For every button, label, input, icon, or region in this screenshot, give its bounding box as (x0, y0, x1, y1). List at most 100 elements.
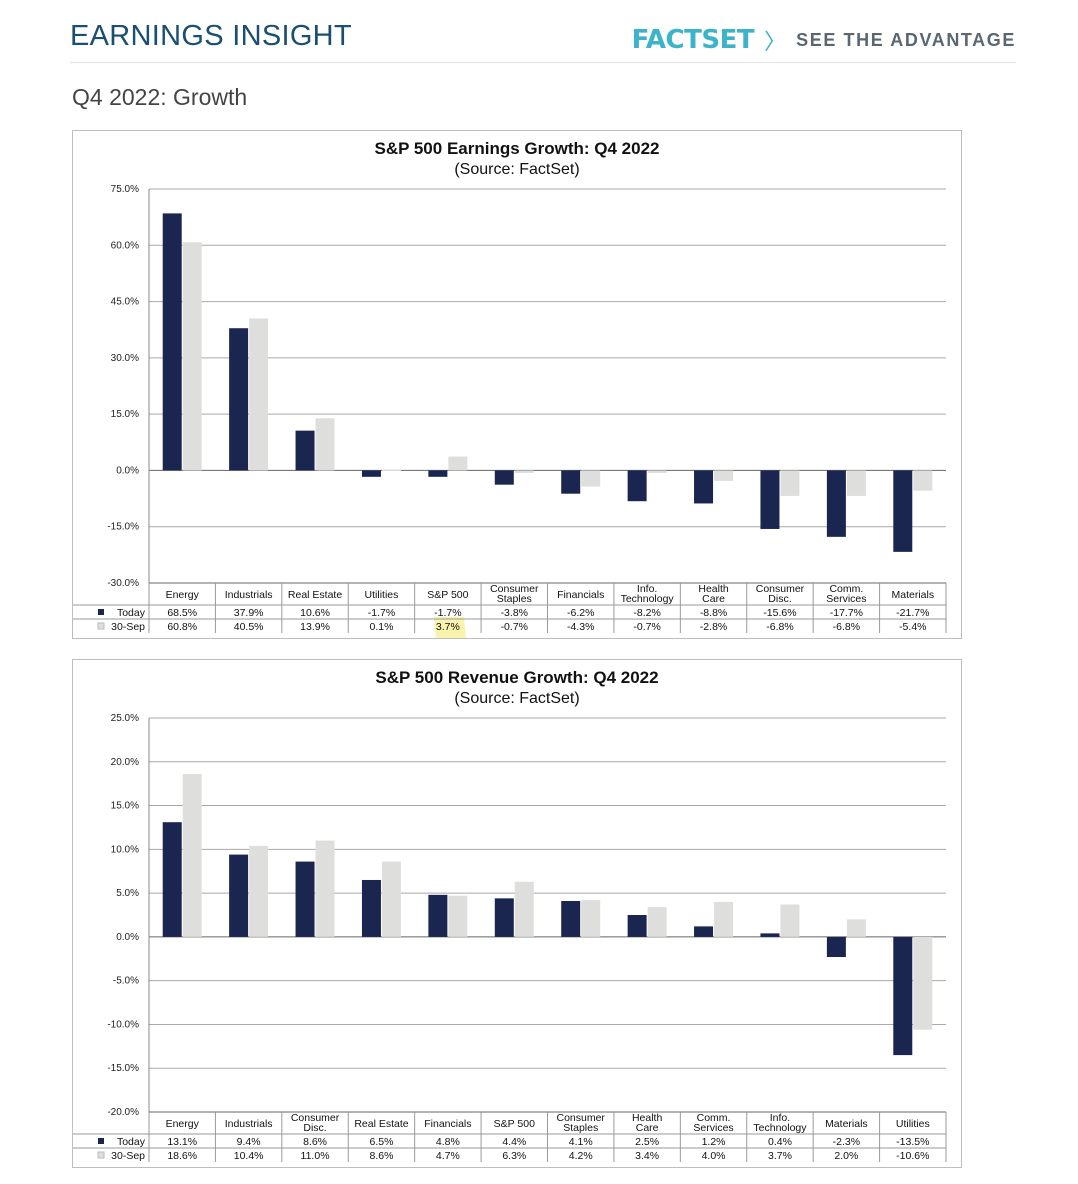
factset-logo: FACTSET (631, 25, 755, 55)
earnings-bar-sep30-utilities (381, 470, 401, 472)
revenue-bar-sep30-consumer-staples (581, 900, 601, 937)
revenue-bar-today-financials (428, 894, 448, 937)
revenue-data-label: 3.7% (768, 1150, 792, 1162)
revenue-growth-chart: S&P 500 Revenue Growth: Q4 2022 (Source: … (72, 659, 962, 1168)
revenue-bar-sep30-s-p-500 (514, 881, 534, 937)
revenue-data-label: 11.0% (301, 1150, 330, 1162)
revenue-bar-sep30-financials (448, 895, 468, 937)
earnings-category-label: Consumer (490, 583, 539, 595)
chevron-right-icon: 〉 (764, 29, 787, 54)
earnings-chart-title: S&P 500 Earnings Growth: Q4 2022 (374, 139, 659, 158)
earnings-bar-sep30-real-estate (315, 418, 335, 471)
revenue-series-label: Today (117, 1136, 146, 1148)
revenue-data-label: -10.6% (896, 1150, 929, 1162)
revenue-category-label: Health (632, 1112, 663, 1124)
earnings-legend-swatch-today (98, 609, 104, 615)
revenue-bar-sep30-health-care (647, 907, 667, 937)
earnings-bar-today-comm-services (826, 470, 846, 537)
earnings-category-label: Industrials (225, 589, 273, 601)
revenue-data-label: 0.4% (768, 1136, 792, 1148)
revenue-chart-title: S&P 500 Revenue Growth: Q4 2022 (375, 668, 658, 687)
factset-brand[interactable]: FACTSET 〉 SEE THE ADVANTAGE (632, 24, 1016, 56)
earnings-y-tick-label: 45.0% (111, 297, 139, 308)
earnings-category-label: Care (702, 593, 725, 605)
earnings-category-label: Real Estate (288, 589, 342, 601)
revenue-data-label: 2.5% (635, 1136, 659, 1148)
earnings-bar-today-consumer-disc (760, 470, 780, 529)
revenue-data-label: 4.0% (702, 1150, 726, 1162)
revenue-bar-sep30-real-estate (381, 861, 401, 937)
earnings-bar-today-energy (162, 213, 182, 471)
revenue-category-label: Energy (166, 1118, 200, 1130)
earnings-data-label: 10.6% (300, 607, 330, 619)
earnings-bar-sep30-s-p-500 (448, 456, 468, 471)
earnings-y-tick-label: -30.0% (107, 578, 139, 589)
revenue-data-label: 1.2% (702, 1136, 726, 1148)
earnings-bar-today-industrials (229, 328, 249, 471)
earnings-data-label: -6.8% (766, 621, 793, 633)
revenue-bar-today-consumer-disc (295, 861, 315, 937)
earnings-y-tick-label: 75.0% (111, 184, 139, 195)
revenue-legend-swatch-today (98, 1138, 104, 1144)
earnings-data-label: 37.9% (234, 607, 264, 619)
earnings-data-label: -4.3% (567, 621, 594, 633)
revenue-bar-sep30-consumer-disc (315, 840, 335, 937)
revenue-category-label: Technology (753, 1122, 807, 1134)
revenue-category-label: Care (636, 1122, 659, 1134)
revenue-bar-today-utilities (893, 936, 913, 1056)
earnings-data-label: -21.7% (896, 607, 929, 619)
earnings-bar-sep30-health-care (714, 470, 734, 481)
earnings-bar-sep30-info-technology (647, 470, 667, 474)
revenue-bar-today-info-technology (760, 933, 780, 937)
revenue-chart-subtitle: (Source: FactSet) (454, 690, 579, 707)
earnings-bar-sep30-industrials (249, 318, 269, 471)
earnings-bar-today-utilities (361, 470, 381, 477)
revenue-category-label: Industrials (225, 1118, 273, 1130)
revenue-category-label: Comm. (697, 1112, 731, 1124)
earnings-category-label: Utilities (365, 589, 399, 601)
earnings-data-label: -6.8% (833, 621, 860, 633)
earnings-bar-sep30-consumer-staples (514, 470, 534, 474)
earnings-bar-today-real-estate (295, 430, 315, 471)
earnings-y-tick-label: 0.0% (116, 465, 139, 476)
earnings-data-label: -3.8% (501, 607, 528, 619)
header-divider (70, 62, 1016, 63)
earnings-y-tick-label: 15.0% (111, 409, 139, 420)
revenue-category-label: Materials (825, 1118, 868, 1130)
earnings-category-label: Consumer (756, 583, 805, 595)
revenue-bar-sep30-industrials (249, 845, 269, 937)
revenue-data-label: 4.2% (569, 1150, 593, 1162)
earnings-legend-swatch-sep30 (97, 622, 105, 630)
earnings-bar-today-health-care (694, 470, 714, 504)
earnings-bar-today-s-p-500 (428, 470, 448, 477)
revenue-bar-sep30-energy (182, 774, 202, 937)
earnings-category-label: Materials (891, 589, 934, 601)
earnings-category-label: Technology (621, 593, 675, 605)
earnings-bar-sep30-consumer-disc (780, 470, 800, 496)
revenue-y-tick-label: 25.0% (111, 713, 139, 724)
revenue-y-tick-label: -10.0% (107, 1019, 139, 1030)
earnings-data-label: 60.8% (167, 621, 197, 633)
revenue-bar-today-comm-services (694, 926, 714, 937)
revenue-y-tick-label: 15.0% (111, 801, 139, 812)
earnings-data-label: -0.7% (633, 621, 660, 633)
revenue-y-tick-label: 5.0% (116, 888, 139, 899)
earnings-growth-chart-svg: S&P 500 Earnings Growth: Q4 2022 (Source:… (73, 139, 947, 638)
revenue-data-label: 18.6% (167, 1150, 197, 1162)
earnings-bar-sep30-energy (182, 242, 202, 471)
page-header-title: EARNINGS INSIGHT (70, 20, 352, 52)
revenue-data-label: 10.4% (234, 1150, 264, 1162)
earnings-data-label: 0.1% (369, 621, 393, 633)
revenue-data-label: 6.5% (369, 1136, 393, 1148)
revenue-series-label: 30-Sep (111, 1150, 145, 1162)
revenue-data-label: -2.3% (833, 1136, 860, 1148)
revenue-data-label: 8.6% (369, 1150, 393, 1162)
revenue-category-label: Info. (770, 1112, 790, 1124)
earnings-data-label: -1.7% (434, 607, 461, 619)
earnings-y-tick-label: 30.0% (111, 353, 139, 364)
revenue-category-label: Real Estate (354, 1118, 408, 1130)
earnings-y-tick-label: 60.0% (111, 240, 139, 251)
revenue-legend-swatch-sep30 (97, 1151, 105, 1159)
earnings-category-label: Info. (637, 583, 657, 595)
earnings-category-label: Financials (557, 589, 604, 601)
